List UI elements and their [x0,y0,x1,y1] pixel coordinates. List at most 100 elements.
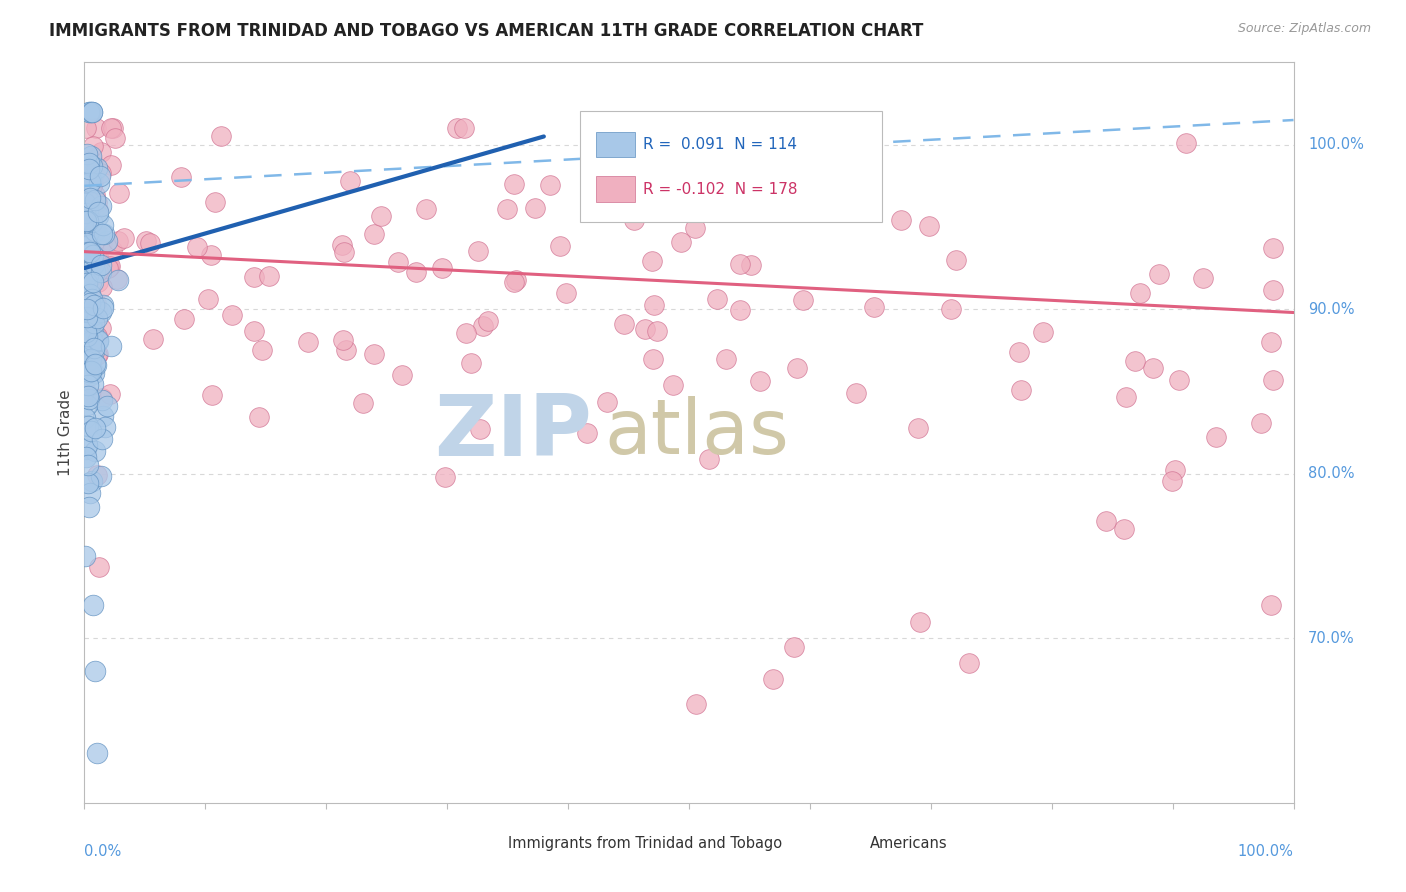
Point [332,333,354,347]
Point [352,395,374,409]
Point [77,247,100,261]
Point [91,235,114,250]
Point [86,348,108,362]
Point [77,266,100,280]
Point [79,283,101,297]
Point [602,121,624,136]
Point [662,377,685,392]
Point [75,229,97,244]
Point [173,312,195,326]
Point [845,386,868,401]
Point [112,231,135,245]
Point [740,258,762,272]
Point [82,275,104,289]
Point [170,170,193,185]
Point [77,282,100,296]
Point [243,269,266,284]
Point [86,302,108,317]
Point [77,156,100,170]
Point [75,338,97,352]
Point [82,248,104,262]
Point [243,325,266,339]
Point [200,248,222,262]
Point [1175,136,1198,151]
Point [76,306,98,320]
Point [80,316,103,330]
FancyBboxPatch shape [596,132,634,157]
Point [79,287,101,301]
Point [76,328,98,343]
Point [77,161,100,176]
Point [90,259,112,273]
Point [96,234,118,248]
Point [100,158,122,172]
Point [496,202,519,216]
Point [363,227,385,241]
Point [641,254,664,268]
Point [90,166,112,180]
Point [1010,383,1032,397]
Point [84,121,107,136]
Point [94,420,117,434]
Point [107,235,129,249]
Point [197,292,219,306]
Point [75,220,97,235]
Point [82,323,104,337]
Point [90,469,112,483]
Point [80,179,103,194]
Point [75,450,97,465]
Point [75,244,97,259]
Point [363,347,385,361]
Text: R = -0.102  N = 178: R = -0.102 N = 178 [643,182,797,196]
Point [685,697,707,711]
Point [86,251,108,265]
Point [93,227,115,241]
Point [728,303,751,318]
Point [209,129,232,144]
Point [100,339,122,353]
Text: 70.0%: 70.0% [1308,631,1354,646]
Point [87,346,110,360]
Point [77,389,100,403]
Point [76,276,98,290]
Point [91,298,114,312]
Point [100,121,122,136]
Point [523,201,546,215]
Point [80,474,103,488]
Point [297,334,319,349]
Point [82,177,104,191]
Point [77,387,100,401]
Point [79,296,101,310]
Point [80,300,103,314]
Point [91,227,114,241]
Point [332,237,354,252]
Point [76,378,98,392]
Point [1142,361,1164,376]
Point [339,173,361,187]
Point [80,317,103,331]
Point [77,104,100,119]
Point [77,245,100,260]
Point [90,199,112,213]
Point [87,249,110,263]
Point [645,324,668,338]
Point [82,376,104,391]
Point [1008,345,1031,359]
Point [82,292,104,306]
Point [247,409,270,424]
Point [786,360,808,375]
Point [1260,599,1282,613]
Point [75,214,97,228]
Point [453,121,475,136]
Point [83,357,105,371]
Point [957,656,980,670]
Point [555,286,578,301]
Point [86,467,108,482]
Point [505,273,527,287]
Point [80,172,103,186]
Point [472,318,495,333]
Point [415,202,437,216]
Point [87,334,110,349]
Point [80,104,103,119]
Point [86,311,108,326]
